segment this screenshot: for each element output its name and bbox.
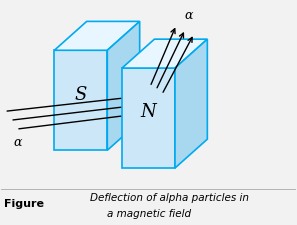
Text: α: α (184, 9, 192, 22)
Polygon shape (54, 50, 107, 150)
Polygon shape (122, 39, 207, 68)
Text: N: N (140, 104, 157, 122)
Polygon shape (107, 21, 140, 150)
Polygon shape (175, 39, 207, 168)
Text: a magnetic field: a magnetic field (107, 209, 192, 219)
Text: α: α (13, 136, 22, 149)
Text: Figure: Figure (4, 199, 44, 209)
Text: Deflection of alpha particles in: Deflection of alpha particles in (90, 193, 249, 203)
Polygon shape (54, 21, 140, 50)
Text: S: S (75, 86, 87, 104)
Polygon shape (122, 68, 175, 168)
